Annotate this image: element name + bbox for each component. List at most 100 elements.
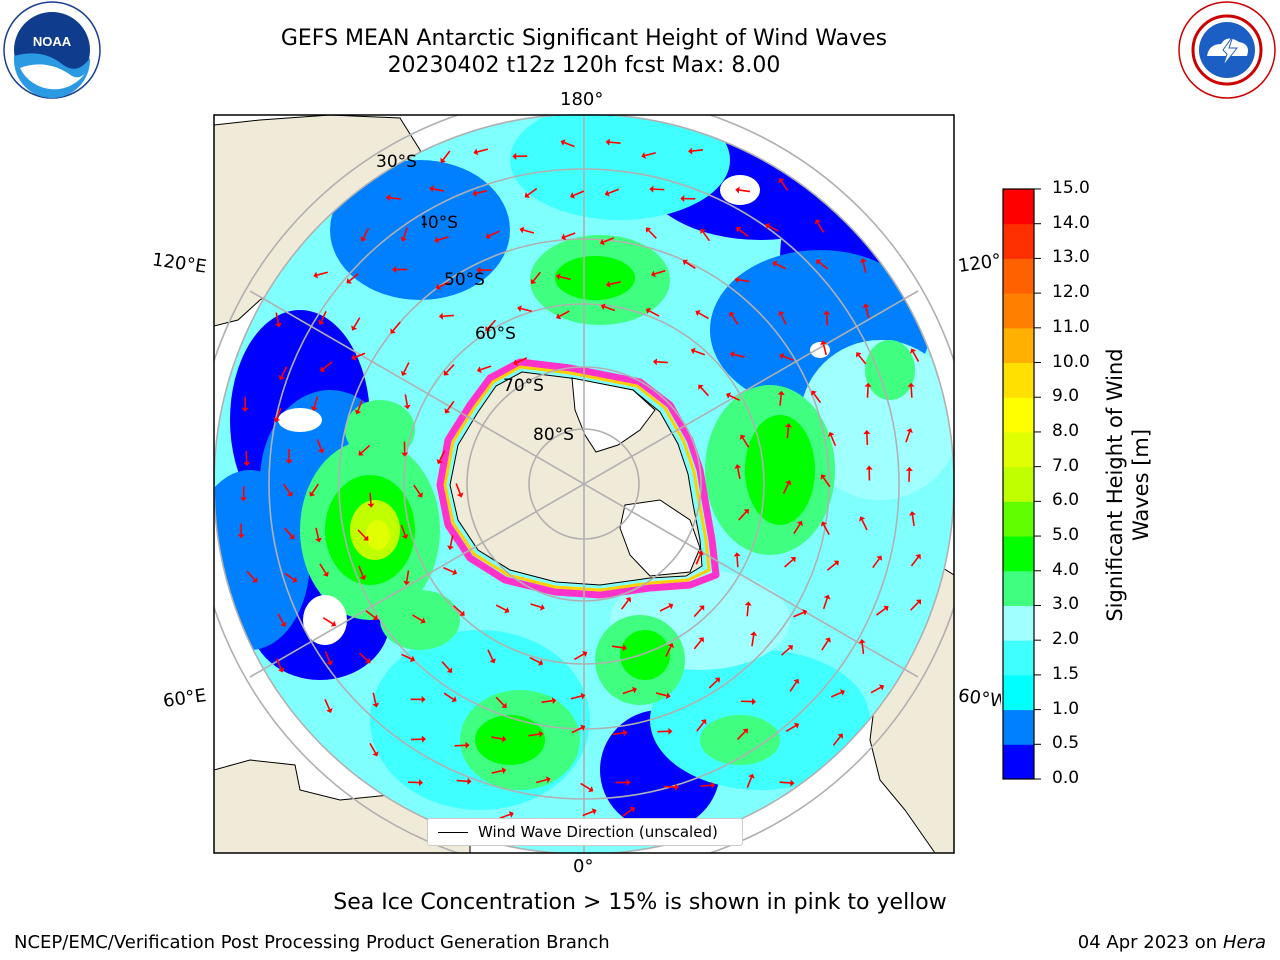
lon-label-0: 0° [573, 856, 594, 877]
wind-wave-arrow [324, 651, 333, 666]
wind-wave-arrow [517, 305, 532, 313]
wind-wave-arrow [358, 652, 371, 664]
wind-wave-arrow [696, 719, 707, 732]
wind-wave-arrow [322, 617, 337, 627]
wind-wave-arrow [318, 311, 327, 325]
wind-wave-arrow [273, 408, 282, 423]
wind-wave-arrow [284, 572, 298, 583]
colorbar-tick-label: 11.0 [1052, 316, 1090, 337]
wind-wave-arrow [456, 777, 472, 785]
wind-wave-arrow [605, 280, 621, 288]
colorbar-tick-label: 12.0 [1052, 282, 1090, 303]
wave-height-region [345, 400, 415, 460]
colorbar-tick-label: 0.5 [1052, 733, 1080, 754]
noaa-logo: NOAA [3, 1, 101, 99]
wind-wave-arrow [615, 778, 631, 786]
wind-wave-arrow [435, 281, 450, 290]
wind-wave-arrow [907, 382, 915, 398]
wind-wave-arrow [655, 692, 671, 700]
wind-wave-arrow [910, 554, 921, 567]
wind-wave-arrow [785, 722, 800, 732]
legend-text: Wind Wave Direction (unscaled) [478, 823, 718, 841]
colorbar-tick-label: 10.0 [1052, 351, 1090, 372]
lat-label-80s: 80°S [533, 425, 574, 445]
legend-line-icon [438, 832, 468, 833]
wave-height-region [865, 340, 915, 400]
wind-wave-arrow [369, 742, 379, 757]
wind-wave-arrow [401, 441, 409, 457]
wind-wave-arrow [274, 312, 282, 328]
wave-height-region [475, 715, 545, 765]
wind-wave-arrow [814, 219, 825, 233]
colorbar-tick-label: 13.0 [1052, 247, 1090, 268]
wind-wave-arrow [560, 139, 575, 148]
wind-wave-arrow [351, 317, 361, 331]
wind-wave-arrow [779, 352, 794, 361]
colorbar-tick-label: 1.0 [1052, 698, 1080, 719]
wind-wave-arrow [413, 484, 423, 498]
wind-wave-arrow [698, 384, 709, 397]
wind-wave-arrow [682, 259, 696, 270]
wind-wave-arrow [400, 524, 409, 540]
wind-wave-arrow [390, 321, 401, 334]
wind-wave-arrow [784, 423, 792, 439]
wind-wave-arrow [693, 637, 704, 650]
wind-wave-arrow [827, 431, 837, 447]
wind-wave-arrow [524, 187, 538, 198]
wind-wave-arrow [400, 227, 408, 242]
ice-edge [436, 358, 720, 599]
colorbar-tick-label: 0.0 [1052, 768, 1080, 788]
wind-wave-arrow [519, 226, 535, 234]
wind-wave-arrow [735, 186, 751, 194]
wind-wave-arrow [491, 735, 507, 743]
wind-wave-arrow [741, 698, 757, 706]
wind-wave-arrow [708, 677, 721, 689]
colorbar-tick-label: 9.0 [1052, 386, 1080, 407]
wave-height-region [366, 520, 390, 550]
wave-height-region [555, 256, 635, 300]
wind-wave-arrow [570, 692, 586, 700]
wind-wave-arrow [784, 557, 796, 568]
ice-shelf-ross [571, 377, 656, 453]
wind-wave-arrow [346, 273, 359, 284]
wind-wave-arrow [319, 563, 329, 577]
wind-wave-arrow [407, 779, 424, 787]
wind-wave-arrow [277, 613, 287, 628]
wind-wave-arrow [392, 266, 408, 274]
wind-wave-arrow [403, 394, 411, 410]
nws-logo [1178, 1, 1276, 99]
wind-wave-arrow [275, 658, 285, 673]
wind-wave-arrow [729, 351, 745, 358]
wind-wave-arrow [358, 444, 371, 456]
map-frame [213, 114, 955, 854]
wind-wave-arrow [440, 150, 451, 163]
wind-wave-arrow [680, 195, 696, 203]
wind-wave-arrow [240, 486, 248, 502]
colorbar-tick-label: 6.0 [1052, 490, 1080, 511]
wind-wave-arrow [499, 811, 514, 819]
wind-wave-arrow [357, 529, 369, 541]
wind-wave-arrow [485, 230, 500, 240]
lat-label-70s: 70°S [503, 376, 544, 396]
wind-wave-arrow [735, 226, 749, 237]
colorbar-segment [1003, 327, 1034, 364]
wind-wave-arrow [599, 237, 615, 246]
wind-wave-arrow [556, 310, 570, 320]
wind-wave-arrow [779, 779, 795, 787]
colorbar-segment [1003, 674, 1034, 711]
wind-wave-arrow [310, 396, 319, 412]
wind-wave-arrow [815, 259, 829, 270]
wind-wave-arrow [781, 645, 793, 656]
colorbar-tick-label: 7.0 [1052, 455, 1080, 476]
wind-wave-arrow [870, 684, 885, 694]
wave-height-region [745, 415, 815, 525]
wind-wave-arrow [695, 310, 709, 320]
wind-wave-arrow [765, 222, 779, 232]
wind-wave-arrow [354, 400, 363, 415]
wind-wave-arrow [429, 185, 445, 193]
wind-wave-arrow [910, 348, 920, 362]
wind-wave-arrow [793, 609, 808, 618]
wind-wave-arrow [657, 727, 673, 735]
wind-wave-arrow [605, 138, 621, 146]
wind-wave-arrow [495, 604, 510, 614]
